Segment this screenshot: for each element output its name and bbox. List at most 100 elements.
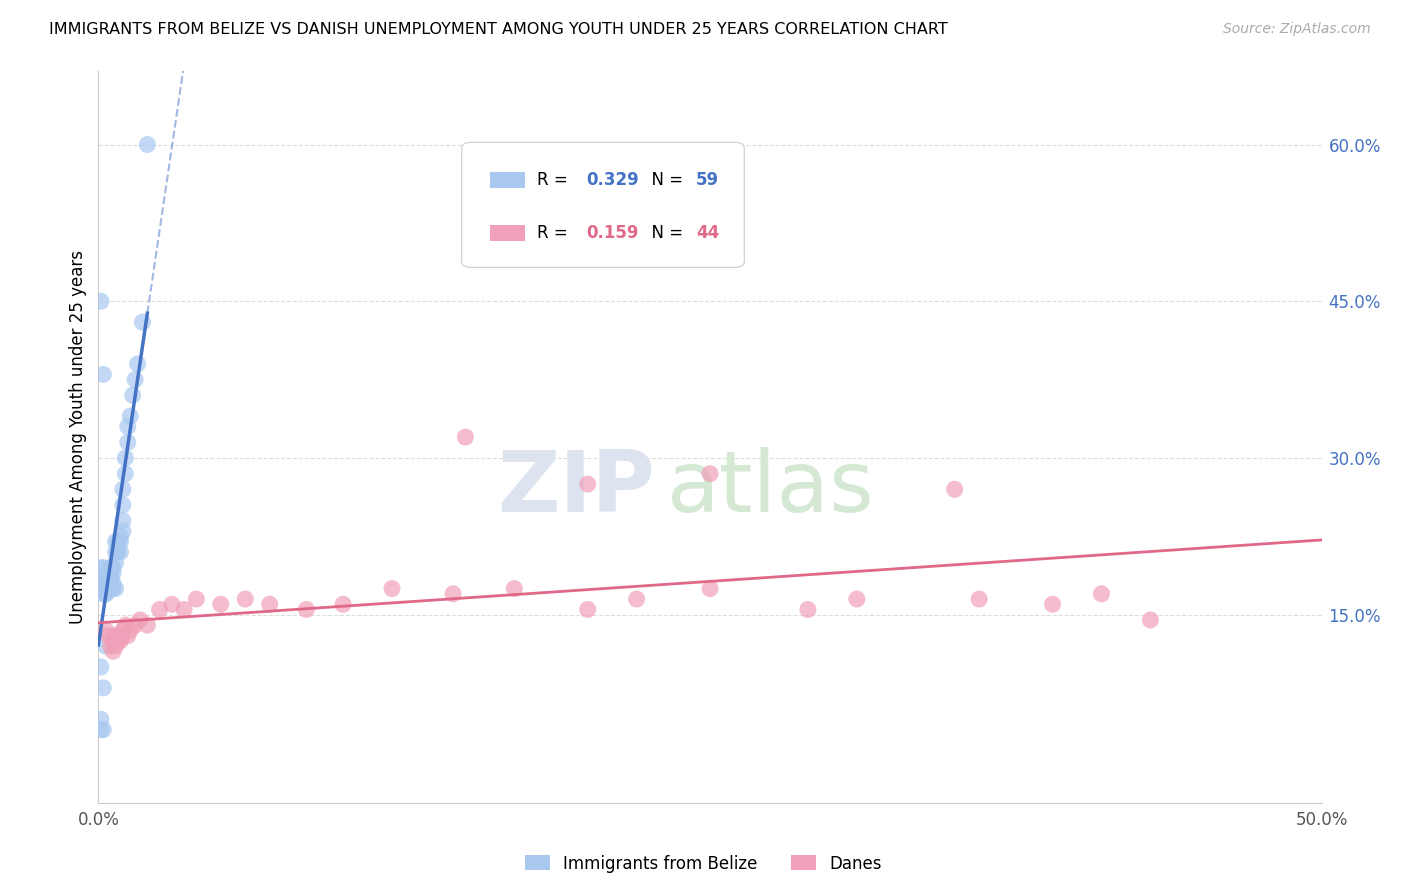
Point — [100, 560, 122, 574]
Point — [90, 660, 112, 674]
Point — [117, 419, 139, 434]
Point — [90, 582, 112, 596]
Y-axis label: Unemployment Among Youth under 25 years: Unemployment Among Youth under 25 years — [69, 250, 87, 624]
Text: 59: 59 — [696, 171, 720, 189]
Text: 0.159: 0.159 — [586, 224, 638, 243]
Point — [1042, 597, 1064, 611]
Point — [101, 560, 124, 574]
Point — [104, 534, 127, 549]
Point — [94, 582, 117, 596]
Point — [91, 582, 114, 596]
Point — [209, 597, 232, 611]
Text: N =: N = — [641, 224, 689, 243]
Point — [100, 566, 122, 580]
Point — [101, 633, 124, 648]
Point — [97, 576, 120, 591]
Point — [91, 587, 114, 601]
Point — [101, 576, 124, 591]
Text: 0.329: 0.329 — [586, 171, 638, 189]
Text: ZIP: ZIP — [498, 447, 655, 530]
Point — [124, 373, 146, 387]
Point — [110, 529, 132, 543]
Point — [114, 467, 136, 481]
FancyBboxPatch shape — [489, 225, 524, 241]
Point — [131, 315, 153, 329]
Text: R =: R = — [537, 224, 574, 243]
Point — [149, 602, 172, 616]
Point — [97, 582, 120, 596]
Point — [129, 613, 152, 627]
Text: IMMIGRANTS FROM BELIZE VS DANISH UNEMPLOYMENT AMONG YOUTH UNDER 25 YEARS CORRELA: IMMIGRANTS FROM BELIZE VS DANISH UNEMPLO… — [49, 22, 948, 37]
Point — [233, 592, 256, 607]
Point — [110, 545, 132, 559]
Point — [94, 571, 117, 585]
Point — [97, 629, 120, 643]
Point — [120, 409, 142, 424]
Point — [94, 624, 117, 638]
Point — [121, 388, 143, 402]
Point — [97, 576, 120, 591]
Point — [797, 602, 820, 616]
Point — [94, 587, 117, 601]
Point — [104, 629, 127, 643]
Point — [97, 582, 120, 596]
Point — [104, 545, 127, 559]
Text: 44: 44 — [696, 224, 720, 243]
Point — [136, 137, 159, 152]
Point — [91, 368, 114, 382]
Text: atlas: atlas — [668, 447, 875, 530]
Point — [160, 597, 183, 611]
Point — [111, 524, 134, 538]
Point — [1139, 613, 1161, 627]
Point — [114, 618, 136, 632]
Text: N =: N = — [641, 171, 689, 189]
Point — [100, 582, 122, 596]
Point — [503, 582, 526, 596]
Point — [117, 629, 139, 643]
Point — [91, 582, 114, 596]
Point — [104, 582, 127, 596]
Point — [94, 587, 117, 601]
Point — [626, 592, 648, 607]
Point — [90, 582, 112, 596]
Point — [110, 629, 132, 643]
Point — [117, 435, 139, 450]
Point — [107, 534, 129, 549]
Point — [576, 477, 599, 491]
Point — [124, 618, 146, 632]
Point — [136, 618, 159, 632]
Point — [699, 467, 721, 481]
Point — [441, 587, 464, 601]
Point — [91, 681, 114, 695]
Point — [90, 723, 112, 737]
Point — [332, 597, 354, 611]
Text: R =: R = — [537, 171, 574, 189]
Point — [259, 597, 281, 611]
Point — [120, 624, 142, 638]
Point — [943, 483, 966, 497]
Point — [90, 294, 112, 309]
Point — [454, 430, 477, 444]
Point — [110, 633, 132, 648]
Point — [100, 566, 122, 580]
Point — [114, 450, 136, 465]
Point — [94, 576, 117, 591]
Point — [107, 540, 129, 554]
Point — [127, 357, 149, 371]
Point — [90, 560, 112, 574]
Point — [90, 712, 112, 726]
FancyBboxPatch shape — [461, 143, 744, 268]
Point — [107, 633, 129, 648]
Point — [186, 592, 208, 607]
Point — [699, 582, 721, 596]
Point — [295, 602, 318, 616]
Point — [111, 483, 134, 497]
Point — [100, 639, 122, 653]
Point — [91, 560, 114, 574]
Point — [94, 639, 117, 653]
Point — [107, 545, 129, 559]
Point — [107, 629, 129, 643]
Point — [1090, 587, 1112, 601]
Point — [381, 582, 404, 596]
Point — [173, 602, 195, 616]
